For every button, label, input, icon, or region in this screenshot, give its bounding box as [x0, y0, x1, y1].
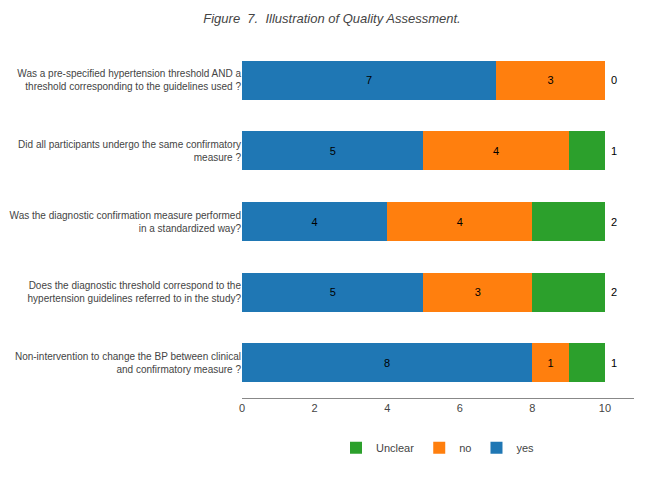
svg-text:8: 8: [384, 357, 390, 369]
svg-text:4: 4: [384, 402, 390, 414]
svg-text:4: 4: [312, 216, 318, 228]
svg-text:1: 1: [547, 357, 553, 369]
svg-text:Did all participants undergo t: Did all participants undergo the same co…: [18, 139, 241, 163]
svg-text:no: no: [459, 442, 471, 454]
svg-text:3: 3: [475, 286, 481, 298]
svg-text:6: 6: [457, 402, 463, 414]
svg-text:1: 1: [611, 145, 617, 157]
svg-text:5: 5: [330, 145, 336, 157]
svg-text:7: 7: [366, 74, 372, 86]
svg-text:1: 1: [611, 357, 617, 369]
svg-text:0: 0: [611, 74, 617, 86]
svg-text:3: 3: [547, 74, 553, 86]
svg-text:Does the diagnostic threshold: Does the diagnostic threshold correspond…: [28, 280, 242, 304]
svg-text:2: 2: [611, 286, 617, 298]
svg-text:4: 4: [457, 216, 463, 228]
svg-text:8: 8: [529, 402, 535, 414]
svg-text:4: 4: [493, 145, 499, 157]
svg-text:0: 0: [239, 402, 245, 414]
svg-text:Was the diagnostic confirmatio: Was the diagnostic confirmation measure …: [10, 210, 242, 234]
svg-text:10: 10: [599, 402, 611, 414]
svg-text:Was a pre-specified hypertensi: Was a pre-specified hypertension thresho…: [17, 68, 241, 92]
svg-text:Figure 7. Illustration of Qu: Figure 7. Illustration of Quality Assess…: [203, 11, 460, 26]
svg-text:Unclear: Unclear: [376, 442, 414, 454]
svg-text:2: 2: [611, 216, 617, 228]
svg-text:Non-intervention to change the: Non-intervention to change the BP betwee…: [15, 351, 242, 375]
svg-text:5: 5: [330, 286, 336, 298]
svg-text:yes: yes: [516, 442, 534, 454]
svg-text:2: 2: [312, 402, 318, 414]
